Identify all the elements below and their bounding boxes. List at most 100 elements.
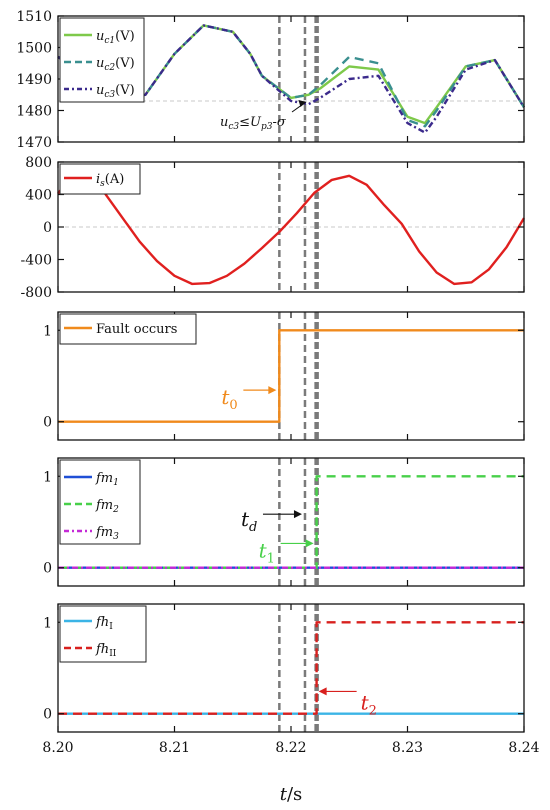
legend-entry-sub: I	[109, 622, 113, 632]
annotation-label: t2	[361, 690, 377, 718]
legend-entry-unit: (V)	[115, 56, 135, 71]
legend-entry-unit: (V)	[115, 29, 135, 44]
ann-main: t	[221, 385, 230, 409]
y-tick-label: 1470	[16, 135, 52, 151]
legend-entry: uc2(V)	[96, 56, 135, 73]
legend-entry-main: fh	[95, 615, 109, 630]
ann-sub: 1	[267, 551, 275, 566]
annotation-arrowhead	[305, 539, 314, 548]
y-tick-label: 1500	[16, 41, 52, 57]
series-line-fm2	[58, 475, 524, 569]
y-tick-label: 1	[43, 615, 52, 631]
legend: uc1(V)uc2(V)uc3(V)	[59, 17, 145, 103]
x-tick-label: 8.22	[275, 740, 306, 756]
legend-entry-sub: 2	[112, 505, 119, 515]
annotation-arrowhead	[318, 687, 327, 696]
ann-main: u	[220, 115, 228, 130]
legend-entry-sub: c3	[104, 90, 115, 100]
y-tick-label: 1480	[16, 104, 52, 120]
legend-entry-sub: II	[109, 649, 117, 659]
legend-entry: uc1(V)	[96, 29, 135, 46]
annotation-label: t1	[259, 538, 275, 566]
ann-main: t	[361, 690, 370, 714]
ann-tail: -σ	[273, 115, 287, 130]
series-line-isa	[57, 174, 526, 286]
y-tick-label: 1490	[16, 72, 52, 88]
annotation: uc3≤Up3-σ	[220, 100, 307, 132]
panel-is: -800 -400 0 400 800 is(A)	[21, 155, 526, 301]
x-axis-title-unit: /s	[287, 784, 302, 805]
legend-entry-sub: 3	[113, 532, 119, 542]
annotation-arrowhead	[293, 510, 302, 519]
x-tick-label: 8.24	[508, 740, 539, 756]
x-axis-title-main: t	[280, 784, 288, 805]
legend-entry-sub: 1	[113, 478, 119, 488]
ann-sub: c3	[228, 122, 239, 132]
ann-sub: 0	[229, 398, 237, 413]
legend-entry-main: u	[96, 83, 104, 98]
series-line-faultoccurs	[58, 329, 524, 423]
y-tick-label: -800	[21, 285, 52, 301]
y-tick-label: 0	[43, 220, 52, 236]
legend-entry-sub: c1	[104, 36, 115, 46]
legend-entry-main: fh	[95, 642, 109, 657]
y-tick-label: 1510	[16, 9, 52, 25]
legend-entry: is(A)	[96, 172, 124, 189]
y-tick-label: 1	[43, 469, 52, 485]
ann-mid: ≤U	[239, 115, 262, 130]
annotation-label: uc3≤Up3-σ	[220, 115, 287, 132]
annotation: t2	[318, 687, 377, 718]
y-tick-label: 0	[43, 561, 52, 577]
y-tick-label: 0	[43, 415, 52, 431]
annotation-arrowhead	[268, 386, 277, 395]
y-tick-label: 800	[25, 155, 52, 171]
legend: Fault occurs	[59, 313, 197, 345]
x-tick-label: 8.23	[392, 740, 423, 756]
legend: is(A)	[59, 163, 141, 195]
legend-entry-main: u	[96, 56, 104, 71]
legend-entry: fhI	[95, 615, 113, 632]
x-axis-title: t/s	[280, 784, 303, 805]
legend-entry: fm3	[95, 525, 119, 542]
legend-entry: fm2	[95, 498, 119, 515]
legend-entry: fm1	[95, 471, 119, 488]
annotation: t0	[221, 385, 277, 413]
legend-entry: fhII	[95, 642, 117, 659]
legend-box	[59, 605, 147, 663]
annotation-arrowhead	[298, 100, 307, 108]
x-tick-label: 8.20	[42, 740, 73, 756]
legend-entry-sub: c2	[104, 63, 115, 73]
x-tick-label: 8.21	[159, 740, 190, 756]
series-line-fhii	[58, 621, 524, 715]
legend-entry-unit: (A)	[105, 172, 125, 187]
legend-entry: Fault occurs	[96, 322, 177, 337]
y-tick-label: 1	[43, 323, 52, 339]
series-line-uc3v	[57, 24, 526, 134]
ann-main: t	[259, 538, 268, 562]
legend-entry-sub: s	[100, 179, 105, 189]
legend-entry-unit: (V)	[115, 83, 135, 98]
annotation: t1	[259, 538, 314, 566]
legend-entry-main: fm	[95, 471, 113, 486]
ann-sub2: p3	[261, 122, 273, 132]
ann-main: t	[241, 507, 250, 531]
y-tick-label: -400	[21, 253, 52, 269]
legend-entry-main: u	[96, 29, 104, 44]
annotation-label: td	[241, 507, 257, 535]
y-tick-label: 400	[25, 188, 52, 204]
ann-sub: 2	[369, 703, 377, 718]
panel-uc: 14701480149015001510uc1(V)uc2(V)uc3(V)uc…	[16, 9, 526, 151]
legend-entry: uc3(V)	[96, 83, 135, 100]
y-tick-label: 0	[43, 707, 52, 723]
legend-entry-main: fm	[95, 498, 113, 513]
annotation: td	[241, 507, 302, 535]
annotation-label: t0	[221, 385, 237, 413]
legend-entry-main: i	[96, 172, 100, 187]
legend-entry-main: fm	[95, 525, 113, 540]
ann-sub: d	[249, 520, 257, 535]
